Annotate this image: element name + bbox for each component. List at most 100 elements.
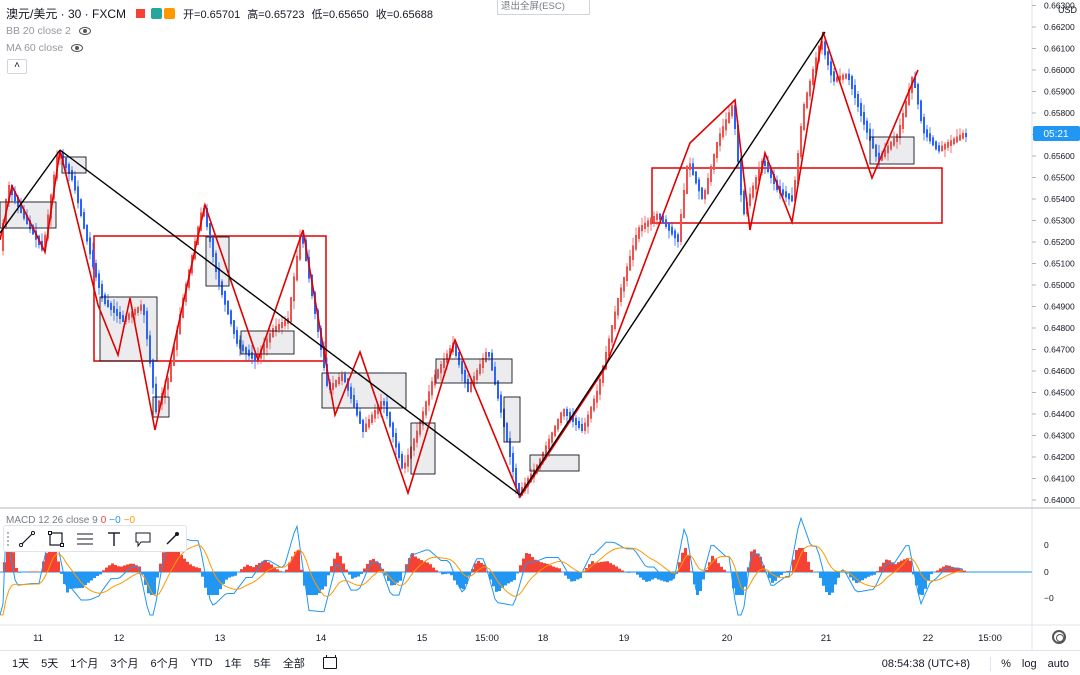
brush-tool-icon[interactable] bbox=[157, 526, 186, 551]
macd-histogram-bar bbox=[6, 548, 9, 572]
candle-body bbox=[545, 445, 547, 456]
macd-histogram-bar bbox=[150, 572, 153, 595]
macd-histogram-bar bbox=[219, 572, 222, 590]
timeframe-option[interactable]: 3个月 bbox=[110, 658, 139, 670]
macd-histogram-bar bbox=[720, 566, 723, 572]
candle-body bbox=[284, 320, 286, 326]
timeframe-option[interactable]: 5年 bbox=[253, 658, 271, 670]
macd-histogram-bar bbox=[939, 568, 942, 572]
macd-histogram-bar bbox=[498, 572, 501, 591]
exit-fullscreen-button[interactable]: 退出全屏(ESC) bbox=[497, 0, 590, 15]
indicator-bb[interactable]: BB 20 close 2 bbox=[6, 24, 71, 37]
percent-toggle[interactable]: % bbox=[1001, 657, 1011, 670]
price-tick-label: 0.64700 bbox=[1044, 345, 1075, 355]
timeframe-option[interactable]: 1个月 bbox=[70, 658, 99, 670]
consolidation-box[interactable] bbox=[61, 156, 87, 174]
macd-histogram-bar bbox=[249, 566, 252, 572]
candle-body bbox=[845, 73, 847, 79]
consolidation-box[interactable] bbox=[0, 201, 57, 229]
candle-body bbox=[110, 303, 112, 310]
macd-axis[interactable]: 0 0 −0 bbox=[1044, 540, 1054, 603]
trend-line[interactable] bbox=[0, 149, 61, 234]
macd-histogram-bar bbox=[531, 557, 534, 572]
macd-histogram-bar bbox=[327, 572, 330, 576]
drag-handle[interactable] bbox=[4, 526, 12, 551]
macd-histogram-bar bbox=[72, 572, 75, 589]
rectangle-tool-icon[interactable] bbox=[41, 526, 70, 551]
candle-body bbox=[782, 189, 784, 196]
settings-gear-icon[interactable] bbox=[1052, 630, 1066, 644]
consolidation-box[interactable] bbox=[869, 136, 915, 165]
time-axis[interactable]: 11 12 13 14 15 15:00 18 19 20 21 22 15:00 bbox=[33, 633, 1002, 644]
zigzag-line[interactable] bbox=[0, 31, 919, 499]
bottom-toolbar: 1天 5天 1个月 3个月 6个月 YTD 1年 5年 全部 08:54:38 (UTC+8) … bbox=[0, 650, 1080, 675]
timeframe-option[interactable]: 1天 bbox=[12, 658, 30, 670]
candle-body bbox=[149, 335, 151, 364]
price-tick-label: 0.64300 bbox=[1044, 431, 1075, 441]
macd-histogram-bar bbox=[714, 558, 717, 572]
consolidation-box[interactable] bbox=[152, 396, 170, 418]
date-range-icon[interactable] bbox=[322, 655, 337, 669]
candle-body bbox=[590, 406, 592, 419]
candle-body bbox=[491, 352, 493, 371]
text-tool-icon[interactable] bbox=[99, 526, 128, 551]
timeframe-option[interactable]: YTD bbox=[190, 657, 213, 669]
trend-line[interactable] bbox=[59, 149, 521, 496]
consolidation-box[interactable] bbox=[529, 454, 580, 472]
trend-line[interactable] bbox=[519, 31, 826, 496]
candle-body bbox=[296, 255, 298, 281]
macd-histogram-bar bbox=[156, 572, 159, 578]
circle-icon[interactable] bbox=[151, 8, 163, 19]
auto-toggle[interactable]: auto bbox=[1047, 657, 1069, 670]
flag-icon[interactable] bbox=[136, 9, 146, 18]
price-axis[interactable]: 0.66300 0.66200 0.66100 0.66000 0.65900 0.658… bbox=[1032, 1, 1078, 506]
timeframe-option[interactable]: 5天 bbox=[41, 658, 59, 670]
consolidation-box[interactable] bbox=[205, 236, 230, 287]
macd-histogram-bar bbox=[696, 572, 699, 595]
floating-drawing-toolbar[interactable] bbox=[3, 525, 187, 552]
timeframe-option[interactable]: 全部 bbox=[282, 658, 305, 670]
macd-histogram-bar bbox=[477, 560, 480, 572]
zigzag-polyline[interactable] bbox=[0, 31, 919, 499]
eye-icon[interactable] bbox=[78, 26, 91, 35]
equal-icon[interactable] bbox=[164, 8, 176, 19]
candle-body bbox=[827, 51, 829, 66]
macd-histogram-bar bbox=[138, 566, 141, 572]
candle-body bbox=[620, 287, 622, 302]
macd-histogram-bar bbox=[870, 572, 873, 576]
macd-histogram-bar bbox=[153, 572, 156, 595]
small-boxes[interactable] bbox=[0, 136, 915, 475]
timeframe-option[interactable]: 6个月 bbox=[150, 658, 179, 670]
timeframe-option[interactable]: 1年 bbox=[224, 658, 242, 670]
trend-line-tool-icon[interactable] bbox=[12, 526, 41, 551]
indicator-ma[interactable]: MA 60 close bbox=[6, 41, 64, 54]
price-tick-label: 0.66300 bbox=[1044, 1, 1075, 11]
candle-body bbox=[128, 313, 130, 320]
candle-body bbox=[413, 438, 415, 451]
fib-tool-icon[interactable] bbox=[70, 526, 99, 551]
symbol-title[interactable]: 澳元/美元 · 30 · FXCM bbox=[6, 7, 127, 21]
trend-lines[interactable] bbox=[0, 31, 826, 496]
candle-body bbox=[791, 195, 793, 202]
macd-histogram-bar bbox=[366, 563, 369, 572]
candle-body bbox=[254, 354, 256, 362]
consolidation-box[interactable] bbox=[410, 422, 436, 475]
candle-body bbox=[860, 103, 862, 116]
timeframe-selector[interactable]: 1天 5天 1个月 3个月 6个月 YTD 1年 5年 全部 bbox=[6, 655, 311, 671]
countdown-label: 05:21 bbox=[1043, 129, 1068, 140]
callout-tool-icon[interactable] bbox=[128, 526, 157, 551]
collapse-legend-button[interactable]: ˄ bbox=[7, 59, 27, 74]
candle-body bbox=[755, 177, 757, 190]
clock-display[interactable]: 08:54:38 (UTC+8) bbox=[881, 657, 971, 670]
log-toggle[interactable]: log bbox=[1021, 657, 1037, 670]
candle-body bbox=[455, 343, 457, 356]
macd-title[interactable]: MACD 12 26 close 9 bbox=[6, 515, 98, 526]
macd-histogram-bar bbox=[699, 572, 702, 591]
macd-histogram-bar bbox=[930, 572, 933, 575]
consolidation-box[interactable] bbox=[503, 396, 521, 443]
eye-icon[interactable] bbox=[71, 43, 84, 52]
candle-body bbox=[437, 369, 439, 379]
candle-body bbox=[233, 320, 235, 334]
macd-histogram-bar bbox=[705, 569, 708, 572]
